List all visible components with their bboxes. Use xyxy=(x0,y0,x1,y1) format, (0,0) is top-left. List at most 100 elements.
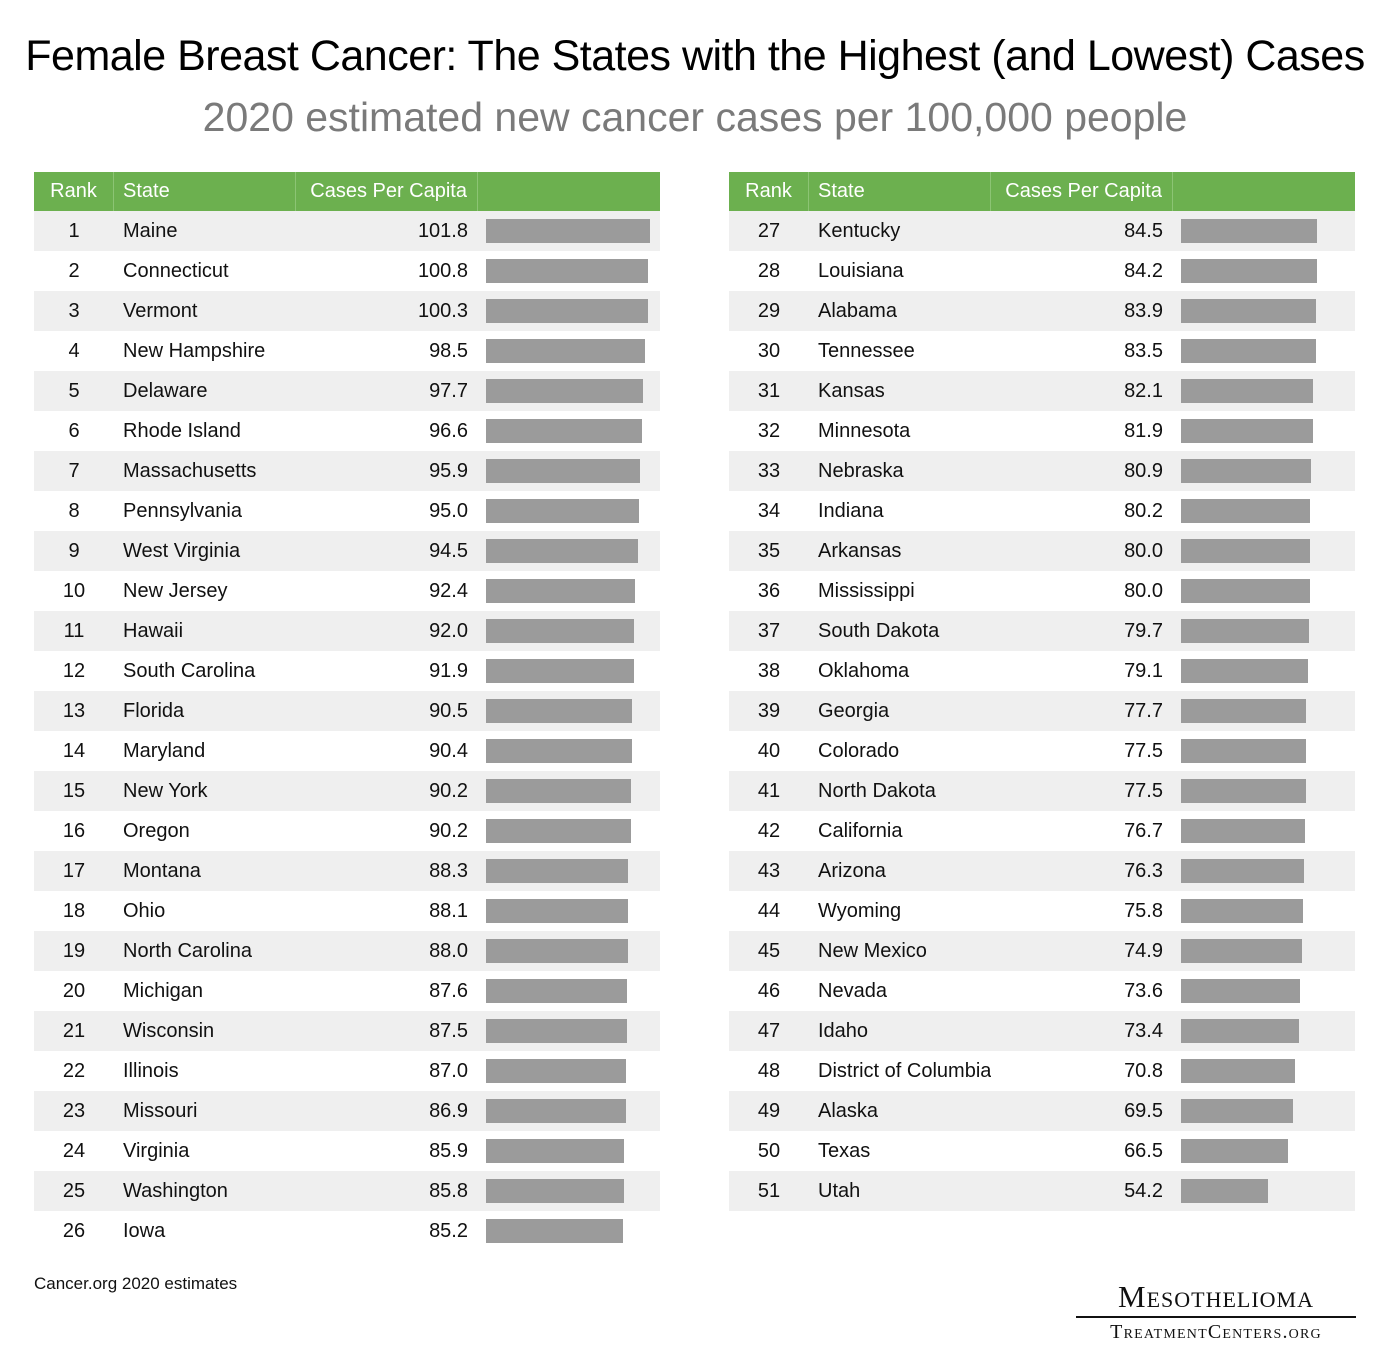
bar-cell xyxy=(478,931,660,971)
bar-cell xyxy=(478,211,660,251)
value-cell: 77.5 xyxy=(1124,780,1163,802)
bar-cell xyxy=(478,651,660,691)
state-cell: Wyoming xyxy=(818,900,902,922)
value-bar xyxy=(1181,1139,1288,1163)
value-cell: 80.2 xyxy=(1124,500,1163,522)
logo-line2-text: TreatmentCenters.org xyxy=(1110,1321,1322,1343)
table-row: 3 Vermont 100.3 xyxy=(34,291,660,331)
rank-cell: 4 xyxy=(68,340,80,362)
value-cell: 77.7 xyxy=(1124,700,1163,722)
rank-cell: 48 xyxy=(757,1060,781,1082)
bar-cell xyxy=(1173,931,1355,971)
value-bar xyxy=(486,1179,624,1203)
table-row: 30 Tennessee 83.5 xyxy=(729,331,1355,371)
value-bar xyxy=(1181,779,1306,803)
value-bar xyxy=(1181,539,1310,563)
bar-cell xyxy=(478,851,660,891)
value-cell: 100.8 xyxy=(417,260,468,282)
rank-cell: 17 xyxy=(62,860,86,882)
state-cell: Washington xyxy=(123,1180,228,1202)
rank-cell: 2 xyxy=(68,260,80,282)
table-row: 35 Arkansas 80.0 xyxy=(729,531,1355,571)
header-cases: Cases Per Capita xyxy=(991,172,1173,211)
state-cell: New Jersey xyxy=(123,580,228,602)
table-row: 42 California 76.7 xyxy=(729,811,1355,851)
table-row: 47 Idaho 73.4 xyxy=(729,1011,1355,1051)
rank-cell: 40 xyxy=(757,740,781,762)
state-cell: Delaware xyxy=(123,380,208,402)
rank-cell: 30 xyxy=(757,340,781,362)
value-cell: 95.0 xyxy=(429,500,468,522)
brand-logo: Mesothelioma TreatmentCenters.org xyxy=(1076,1280,1356,1346)
table-row: 8 Pennsylvania 95.0 xyxy=(34,491,660,531)
chart-title: Female Breast Cancer: The States with th… xyxy=(25,32,1365,80)
value-bar xyxy=(486,979,627,1003)
value-cell: 100.3 xyxy=(417,300,468,322)
table-left: Rank State Cases Per Capita 1 Maine 101.8 2… xyxy=(34,172,660,1251)
state-cell: District of Columbia xyxy=(818,1060,991,1082)
value-cell: 90.2 xyxy=(429,820,468,842)
value-cell: 79.1 xyxy=(1124,660,1163,682)
bar-cell xyxy=(478,811,660,851)
value-cell: 80.9 xyxy=(1124,460,1163,482)
bar-cell xyxy=(1173,1091,1355,1131)
state-cell: Utah xyxy=(818,1180,861,1202)
bar-cell xyxy=(478,1051,660,1091)
value-bar xyxy=(486,939,628,963)
rank-cell: 12 xyxy=(62,660,86,682)
bar-cell xyxy=(1173,771,1355,811)
value-cell: 87.6 xyxy=(429,980,468,1002)
value-bar xyxy=(1181,859,1304,883)
state-cell: Oregon xyxy=(123,820,190,842)
value-bar xyxy=(486,899,628,923)
state-cell: Minnesota xyxy=(818,420,911,442)
state-cell: Mississippi xyxy=(818,580,915,602)
table-row: 37 South Dakota 79.7 xyxy=(729,611,1355,651)
value-bar xyxy=(486,659,634,683)
state-cell: Idaho xyxy=(818,1020,869,1042)
value-bar xyxy=(1181,499,1310,523)
state-cell: Massachusetts xyxy=(123,460,257,482)
value-bar xyxy=(1181,899,1303,923)
rank-cell: 10 xyxy=(62,580,86,602)
value-bar xyxy=(486,619,634,643)
table-row: 31 Kansas 82.1 xyxy=(729,371,1355,411)
value-cell: 90.5 xyxy=(429,700,468,722)
bar-cell xyxy=(1173,211,1355,251)
rank-cell: 51 xyxy=(757,1180,781,1202)
bar-cell xyxy=(1173,651,1355,691)
table-header: Rank State Cases Per Capita xyxy=(729,172,1355,211)
bar-cell xyxy=(478,531,660,571)
bar-cell xyxy=(478,411,660,451)
value-bar xyxy=(486,1219,623,1243)
state-cell: Louisiana xyxy=(818,260,904,282)
state-cell: New Mexico xyxy=(818,940,927,962)
value-bar xyxy=(1181,619,1309,643)
table-row: 45 New Mexico 74.9 xyxy=(729,931,1355,971)
value-bar xyxy=(1181,939,1302,963)
state-cell: Nevada xyxy=(818,980,887,1002)
table-row: 16 Oregon 90.2 xyxy=(34,811,660,851)
bar-cell xyxy=(1173,411,1355,451)
value-bar xyxy=(486,419,642,443)
table-row: 9 West Virginia 94.5 xyxy=(34,531,660,571)
table-row: 39 Georgia 77.7 xyxy=(729,691,1355,731)
value-bar xyxy=(486,1019,627,1043)
value-cell: 88.1 xyxy=(429,900,468,922)
value-cell: 92.0 xyxy=(429,620,468,642)
value-bar xyxy=(1181,419,1313,443)
state-cell: Iowa xyxy=(123,1220,166,1242)
rank-cell: 27 xyxy=(757,220,781,242)
table-row: 33 Nebraska 80.9 xyxy=(729,451,1355,491)
value-cell: 73.4 xyxy=(1124,1020,1163,1042)
source-note: Cancer.org 2020 estimates xyxy=(34,1274,238,1293)
value-cell: 90.2 xyxy=(429,780,468,802)
header-state: State xyxy=(809,172,991,211)
chart-subtitle: 2020 estimated new cancer cases per 100,… xyxy=(202,94,1188,140)
value-bar xyxy=(486,699,632,723)
rank-cell: 16 xyxy=(62,820,86,842)
value-cell: 79.7 xyxy=(1124,620,1163,642)
rank-cell: 50 xyxy=(757,1140,781,1162)
value-bar xyxy=(1181,299,1316,323)
table-row: 21 Wisconsin 87.5 xyxy=(34,1011,660,1051)
